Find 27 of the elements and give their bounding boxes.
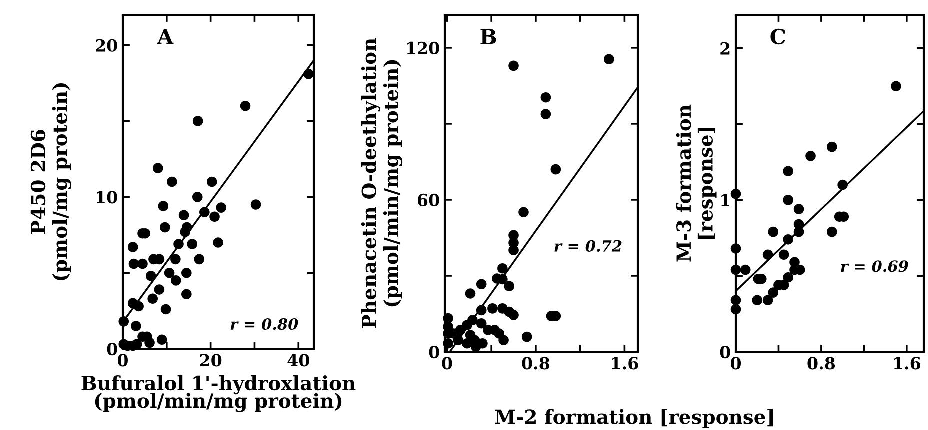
text: C bbox=[770, 28, 786, 45]
y-tick-label: 120 bbox=[407, 42, 440, 55]
x-tick-label: 1.6 bbox=[894, 357, 921, 370]
x-tick-label: 1.6 bbox=[612, 357, 638, 370]
x-tick-label: 0.8 bbox=[522, 357, 550, 370]
y-tick-label: 0 bbox=[107, 342, 118, 356]
x-axis-title: Bufuralol 1'-hydroxlation (pmol/min/mg protein) bbox=[82, 376, 356, 412]
x-tick-label: 0 bbox=[118, 354, 128, 367]
x-tick-label: 0 bbox=[730, 357, 742, 370]
y-tick-label: 20 bbox=[96, 39, 118, 52]
y-tick-label: 2 bbox=[720, 42, 730, 55]
y-tick-label: 10 bbox=[96, 191, 118, 204]
annotation: r = 0.80 bbox=[230, 318, 298, 330]
text: B bbox=[480, 29, 496, 44]
x-tick-label: 0.8 bbox=[808, 357, 836, 370]
annotation: r = 0.72 bbox=[554, 240, 622, 252]
y-axis-title: M-3 formation [response] bbox=[676, 104, 717, 262]
y-tick-label: 60 bbox=[418, 194, 440, 207]
y-tick-label: 1 bbox=[722, 194, 730, 207]
x-tick-label: 20 bbox=[200, 354, 222, 367]
x-axis-title: M-2 formation [response] bbox=[495, 409, 774, 428]
y-axis-title: P450 2D6 (pmol/mg protein) bbox=[30, 84, 72, 280]
x-tick-label: 40 bbox=[288, 354, 310, 367]
y-axis-title: Phenacetin O-deethylation (pmol/min/mg protein) bbox=[361, 38, 403, 328]
annotation: r = 0.69 bbox=[841, 260, 908, 272]
x-tick-label: 0 bbox=[442, 357, 452, 370]
text: A bbox=[157, 28, 174, 44]
